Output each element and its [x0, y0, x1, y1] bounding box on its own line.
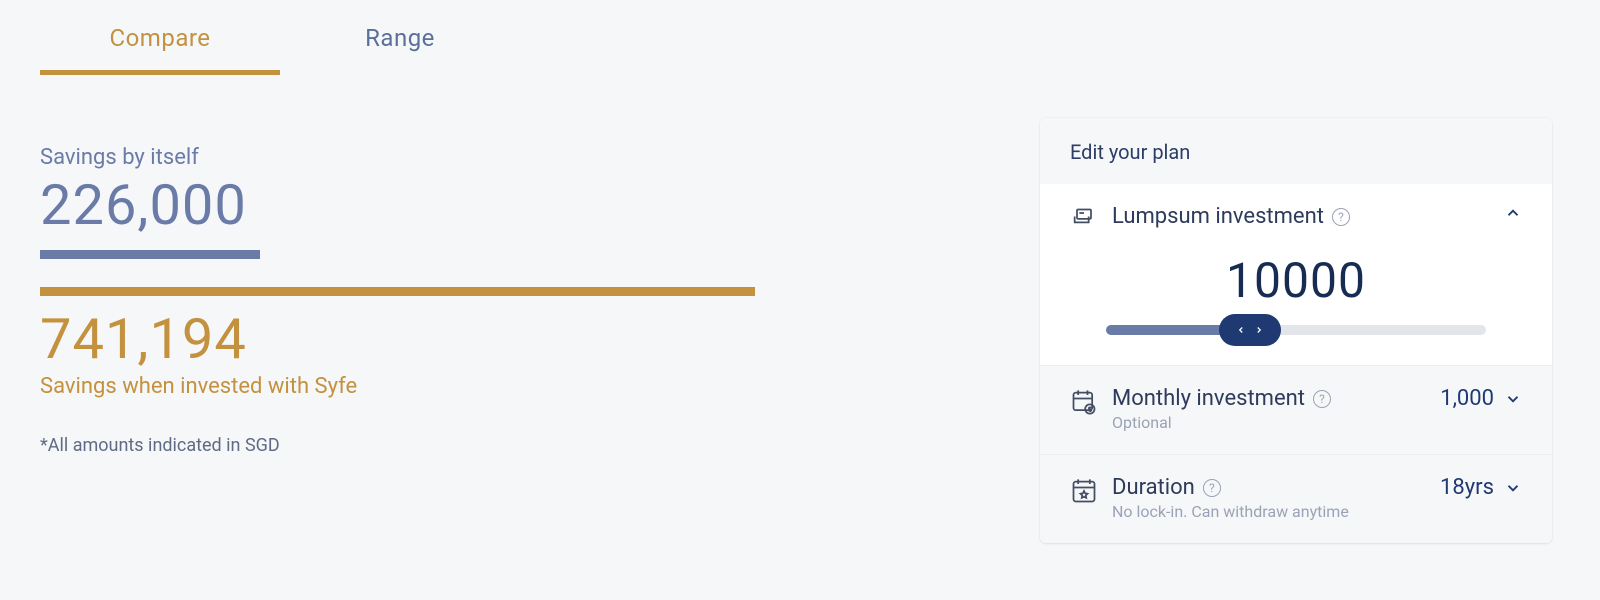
tab-compare[interactable]: Compare — [40, 14, 280, 75]
invested-bar — [40, 287, 755, 296]
edit-plan-panel: Edit your plan Lumpsum investment ? — [1040, 118, 1552, 543]
lumpsum-help-icon[interactable]: ? — [1332, 208, 1350, 226]
monthly-label: Monthly investment — [1112, 386, 1305, 411]
card-icon — [1070, 206, 1098, 234]
monthly-section[interactable]: Monthly investment ? Optional 1,000 — [1040, 366, 1552, 455]
savings-bar — [40, 250, 260, 259]
monthly-help-icon[interactable]: ? — [1313, 390, 1331, 408]
duration-section[interactable]: Duration ? No lock-in. Can withdraw anyt… — [1040, 455, 1552, 543]
lumpsum-section: Lumpsum investment ? 10000 — [1040, 184, 1552, 366]
invested-label: Savings when invested with Syfe — [40, 374, 1040, 399]
chevron-down-icon — [1504, 390, 1522, 408]
panel-title: Edit your plan — [1040, 118, 1552, 184]
lumpsum-label: Lumpsum investment — [1112, 204, 1324, 229]
tabs: Compare Range — [40, 14, 1040, 75]
lumpsum-value: 10000 — [1070, 252, 1522, 309]
duration-help-icon[interactable]: ? — [1203, 479, 1221, 497]
chevron-down-icon — [1504, 479, 1522, 497]
savings-label: Savings by itself — [40, 145, 1040, 170]
lumpsum-header[interactable]: Lumpsum investment ? — [1070, 204, 1522, 234]
lumpsum-slider[interactable] — [1106, 325, 1486, 335]
tab-range[interactable]: Range — [280, 14, 520, 75]
monthly-value: 1,000 — [1440, 386, 1494, 411]
calendar-star-icon — [1070, 477, 1098, 505]
slider-thumb[interactable] — [1219, 314, 1281, 346]
calendar-money-icon — [1070, 388, 1098, 416]
chevron-left-icon — [1236, 325, 1246, 335]
currency-footnote: *All amounts indicated in SGD — [40, 435, 1040, 456]
chevron-right-icon — [1254, 325, 1264, 335]
monthly-sublabel: Optional — [1112, 413, 1426, 432]
duration-label: Duration — [1112, 475, 1195, 500]
duration-value: 18yrs — [1440, 475, 1494, 500]
comparison-figures: Savings by itself 226,000 741,194 Saving… — [40, 145, 1040, 456]
chevron-up-icon — [1504, 204, 1522, 222]
savings-value: 226,000 — [40, 172, 1040, 238]
invested-value: 741,194 — [40, 306, 1040, 372]
duration-sublabel: No lock-in. Can withdraw anytime — [1112, 502, 1426, 521]
